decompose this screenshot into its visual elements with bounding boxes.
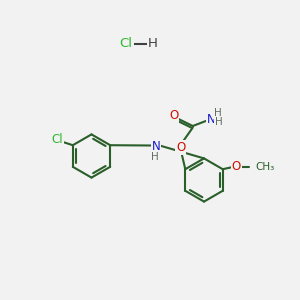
Text: O: O (169, 109, 178, 122)
Text: H: H (215, 117, 223, 128)
Text: CH₃: CH₃ (255, 162, 274, 172)
Text: N: N (152, 140, 160, 154)
Text: H: H (148, 37, 158, 50)
Text: H: H (151, 152, 158, 163)
Text: O: O (232, 160, 241, 173)
Text: N: N (207, 113, 216, 126)
Text: H: H (214, 108, 222, 118)
Text: O: O (176, 141, 185, 154)
Text: Cl: Cl (51, 133, 63, 146)
Text: Cl: Cl (119, 37, 133, 50)
